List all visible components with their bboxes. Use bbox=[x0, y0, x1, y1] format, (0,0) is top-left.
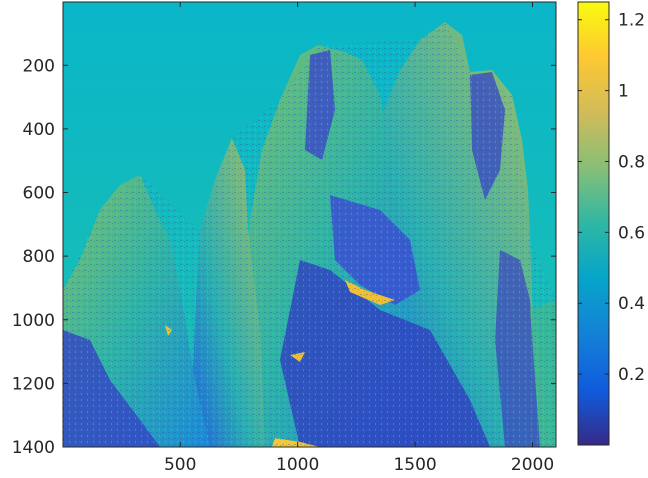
y-tick-label: 200 bbox=[23, 56, 55, 76]
colorbar-tick-label: 0.8 bbox=[618, 152, 645, 172]
y-axis: 200 400 600 800 1000 1200 1400 bbox=[12, 56, 556, 458]
colorbar-tick-label: 1 bbox=[618, 82, 629, 102]
y-tick-label: 800 bbox=[23, 247, 55, 267]
heatmap-image bbox=[63, 2, 556, 447]
y-tick-label: 1200 bbox=[12, 374, 55, 394]
x-tick-label: 2000 bbox=[511, 455, 554, 475]
y-tick-label: 1000 bbox=[12, 311, 55, 331]
colorbar-tick-label: 1.2 bbox=[618, 11, 645, 31]
y-tick-label: 600 bbox=[23, 184, 55, 204]
x-tick-label: 1000 bbox=[276, 455, 319, 475]
colorbar-tick-label: 0.6 bbox=[618, 223, 645, 243]
colorbar bbox=[577, 1, 610, 446]
x-tick-label: 500 bbox=[164, 455, 196, 475]
rock-texture bbox=[63, 22, 556, 447]
x-tick-label: 1500 bbox=[393, 455, 436, 475]
x-axis: 500 1000 1500 2000 bbox=[164, 2, 554, 475]
colorbar-tick-label: 0.4 bbox=[618, 294, 645, 314]
axes-frame bbox=[62, 1, 557, 448]
y-tick-label: 400 bbox=[23, 120, 55, 140]
y-tick-label: 1400 bbox=[12, 438, 55, 458]
colorbar-tick-label: 0.2 bbox=[618, 365, 645, 385]
colorbar-axis: 0.2 0.4 0.6 0.8 1 1.2 bbox=[578, 11, 645, 385]
